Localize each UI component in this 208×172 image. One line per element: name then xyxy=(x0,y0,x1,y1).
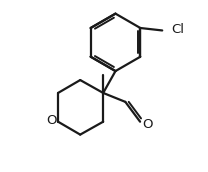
Text: Cl: Cl xyxy=(172,23,185,36)
Text: O: O xyxy=(142,118,153,131)
Text: O: O xyxy=(46,114,57,127)
